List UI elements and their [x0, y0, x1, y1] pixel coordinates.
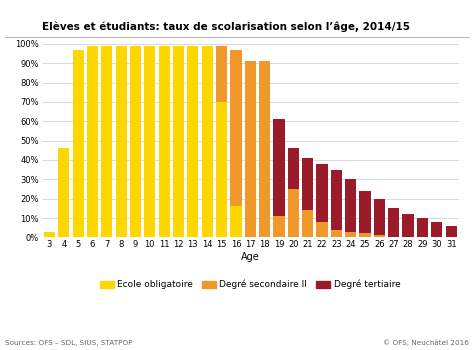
Bar [58, 148, 69, 237]
Bar [230, 50, 242, 206]
Bar [374, 199, 385, 236]
Bar [273, 216, 284, 237]
Bar [173, 46, 184, 237]
Bar [130, 46, 141, 237]
Bar [431, 222, 442, 237]
Bar [402, 214, 414, 237]
Bar [230, 206, 242, 237]
Bar [259, 61, 270, 237]
Bar [302, 158, 313, 210]
Bar [374, 236, 385, 237]
Bar [273, 119, 284, 216]
Bar [359, 191, 371, 233]
Bar [345, 179, 356, 232]
Bar [144, 46, 155, 237]
Bar [159, 46, 170, 237]
Bar [87, 46, 98, 237]
Bar [446, 226, 457, 237]
Bar [187, 46, 199, 237]
Bar [288, 189, 299, 237]
Legend: Ecole obligatoire, Degré secondaire II, Degré tertiaire: Ecole obligatoire, Degré secondaire II, … [99, 278, 402, 291]
Bar [417, 218, 428, 237]
Bar [216, 46, 227, 102]
Bar [245, 61, 256, 237]
Bar [44, 232, 55, 237]
Bar [302, 210, 313, 237]
Bar [101, 46, 112, 237]
Bar [388, 208, 399, 237]
Bar [116, 46, 127, 237]
Bar [317, 222, 328, 237]
Text: © OFS, Neuchâtel 2016: © OFS, Neuchâtel 2016 [383, 340, 469, 346]
Bar [331, 170, 342, 230]
Bar [288, 148, 299, 189]
Bar [345, 232, 356, 237]
X-axis label: Age: Age [241, 252, 260, 262]
Bar [73, 50, 84, 237]
Text: Elèves et étudiants: taux de scolarisation selon l’âge, 2014/15: Elèves et étudiants: taux de scolarisati… [42, 22, 410, 33]
Bar [359, 233, 371, 237]
Bar [331, 230, 342, 237]
Bar [216, 102, 227, 237]
Bar [317, 164, 328, 222]
Bar [201, 46, 213, 237]
Text: Sources: OFS – SDL, SIUS, STATPOP: Sources: OFS – SDL, SIUS, STATPOP [5, 341, 132, 346]
